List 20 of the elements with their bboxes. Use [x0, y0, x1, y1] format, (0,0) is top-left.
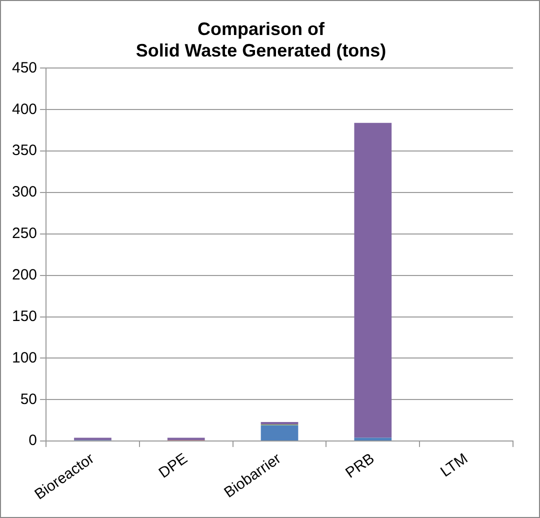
y-tick-label: 400	[12, 100, 38, 118]
y-tick-label: 350	[12, 142, 38, 160]
y-tick-label: 150	[12, 308, 38, 325]
x-tick-label: DPE	[156, 450, 191, 482]
y-tick-label: 200	[12, 266, 38, 284]
y-tick-label: 300	[12, 184, 38, 201]
bar	[260, 422, 298, 424]
bar	[167, 438, 205, 440]
y-tick-label: 0	[28, 432, 38, 450]
bar	[74, 438, 112, 440]
chart-title: Comparison of Solid Waste Generated (tons)	[136, 18, 386, 60]
bar	[354, 122, 392, 438]
y-tick-label: 250	[12, 225, 38, 242]
x-tick-label: PRB	[342, 450, 378, 482]
y-tick-label: 450	[12, 59, 38, 76]
bar	[260, 425, 298, 441]
x-tick-label: LTM	[438, 450, 471, 481]
y-tick-label: 100	[12, 349, 38, 366]
bar	[354, 438, 392, 441]
y-tick-label: 50	[20, 390, 38, 408]
